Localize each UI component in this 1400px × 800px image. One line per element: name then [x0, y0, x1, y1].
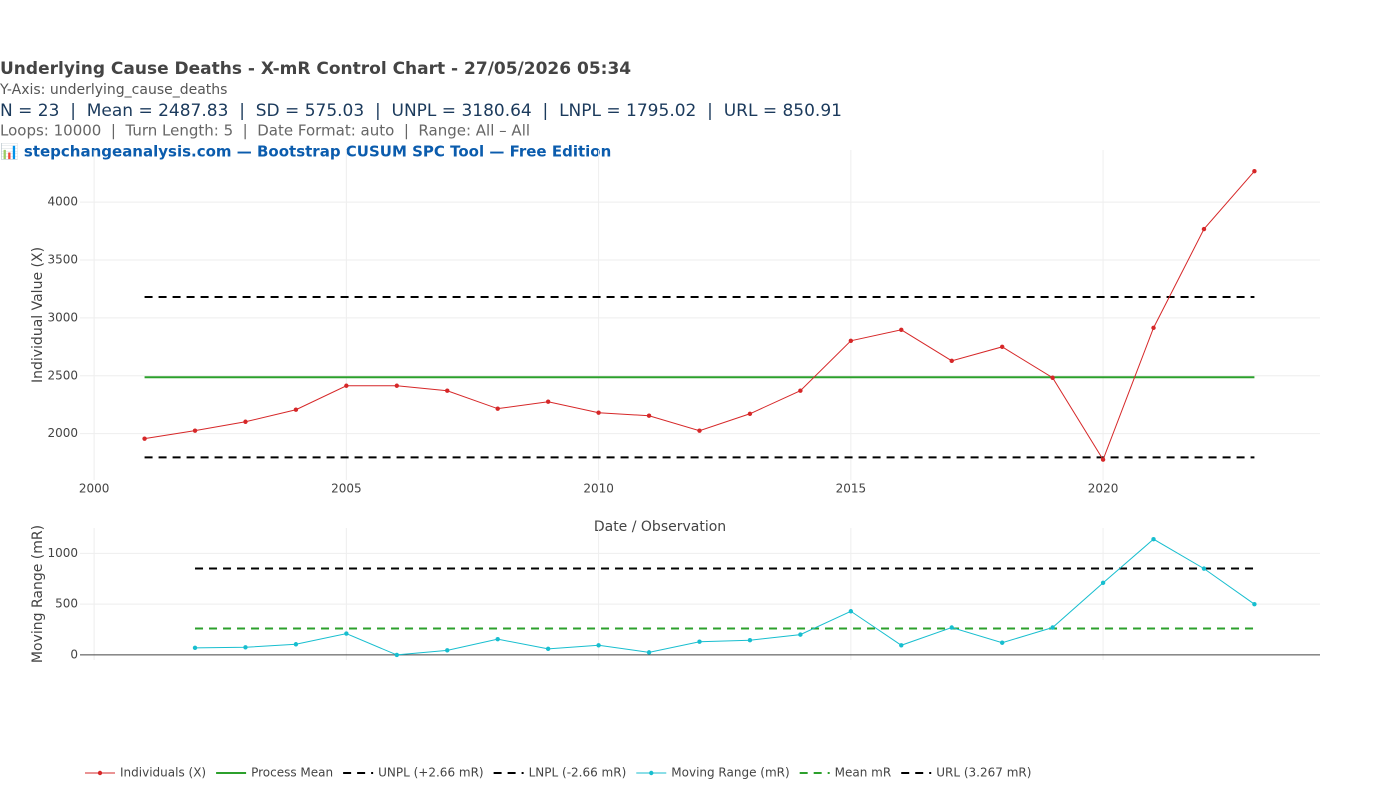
- point: [495, 636, 500, 642]
- point: [646, 650, 652, 655]
- y-axis-title: Individual Value (X): [30, 247, 46, 383]
- point: [1100, 457, 1106, 462]
- point: [999, 640, 1005, 645]
- legend-label: Process Mean: [251, 766, 333, 780]
- point: [848, 609, 854, 614]
- point: [545, 399, 551, 404]
- point: [142, 436, 147, 441]
- point: [949, 625, 954, 630]
- legend-label: Moving Range (mR): [671, 766, 789, 780]
- point: [394, 383, 400, 388]
- point: [798, 632, 803, 637]
- point: [999, 344, 1005, 350]
- y-tick-label: 3000: [47, 310, 78, 324]
- point: [1252, 601, 1257, 607]
- point: [697, 428, 702, 433]
- y-tick-label: 3500: [47, 253, 78, 267]
- point: [697, 639, 702, 644]
- legend-label: LNPL (-2.66 mR): [529, 766, 627, 780]
- point: [1201, 226, 1207, 232]
- x-tick-label: 2005: [331, 482, 362, 496]
- point: [1151, 536, 1156, 542]
- point: [545, 646, 551, 652]
- y-tick-label: 1000: [47, 546, 78, 560]
- title: Underlying Cause Deaths - X-mR Control C…: [0, 59, 631, 79]
- point: [293, 642, 299, 647]
- x-axis-title: Date / Observation: [594, 519, 726, 535]
- point: [192, 645, 198, 651]
- y-axis-title: Moving Range (mR): [30, 525, 46, 663]
- legend-label: UNPL (+2.66 mR): [378, 766, 483, 780]
- point: [899, 643, 904, 648]
- y-tick-label: 2000: [47, 426, 78, 440]
- point: [1252, 168, 1257, 174]
- stats: N = 23 | Mean = 2487.83 | SD = 575.03 | …: [0, 101, 842, 121]
- point: [445, 648, 450, 653]
- point: [1201, 566, 1207, 571]
- y-tick-label: 500: [55, 597, 78, 611]
- point: [344, 383, 349, 388]
- point: [596, 410, 601, 415]
- link[interactable]: 📊 stepchangeanalysis.com — Bootstrap CUS…: [0, 143, 611, 161]
- legend-label: Mean mR: [835, 766, 892, 780]
- y-tick-label: 0: [70, 647, 78, 661]
- legend-label: URL (3.267 mR): [936, 766, 1031, 780]
- point: [1151, 325, 1156, 331]
- point: [243, 419, 248, 424]
- x-tick-label: 2020: [1088, 482, 1119, 496]
- point: [394, 652, 400, 658]
- series-line: [144, 170, 1255, 461]
- y-tick-label: 4000: [47, 195, 78, 209]
- legend-label: Individuals (X): [120, 766, 206, 780]
- point: [1050, 625, 1055, 630]
- point: [1100, 580, 1106, 586]
- point: [798, 388, 803, 393]
- legend-symbol: [649, 770, 654, 776]
- point: [747, 638, 753, 643]
- point: [949, 358, 954, 364]
- x-tick-label: 2015: [836, 482, 867, 496]
- point: [848, 338, 854, 344]
- point: [495, 406, 500, 411]
- point: [747, 411, 753, 416]
- y-tick-label: 2500: [47, 368, 78, 382]
- x-tick-label: 2000: [79, 482, 110, 496]
- point: [445, 388, 450, 393]
- y-axis-note: Y-Axis: underlying_cause_deaths: [0, 82, 227, 98]
- point: [344, 631, 349, 636]
- point: [646, 413, 652, 418]
- point: [293, 407, 299, 412]
- point: [192, 428, 198, 433]
- x-tick-label: 2010: [583, 482, 614, 496]
- point: [596, 643, 601, 648]
- series-line: [195, 538, 1255, 656]
- point: [899, 327, 904, 333]
- point: [1050, 375, 1055, 380]
- point: [243, 645, 248, 650]
- settings: Loops: 10000 | Turn Length: 5 | Date For…: [0, 122, 530, 140]
- legend-symbol: [97, 770, 103, 776]
